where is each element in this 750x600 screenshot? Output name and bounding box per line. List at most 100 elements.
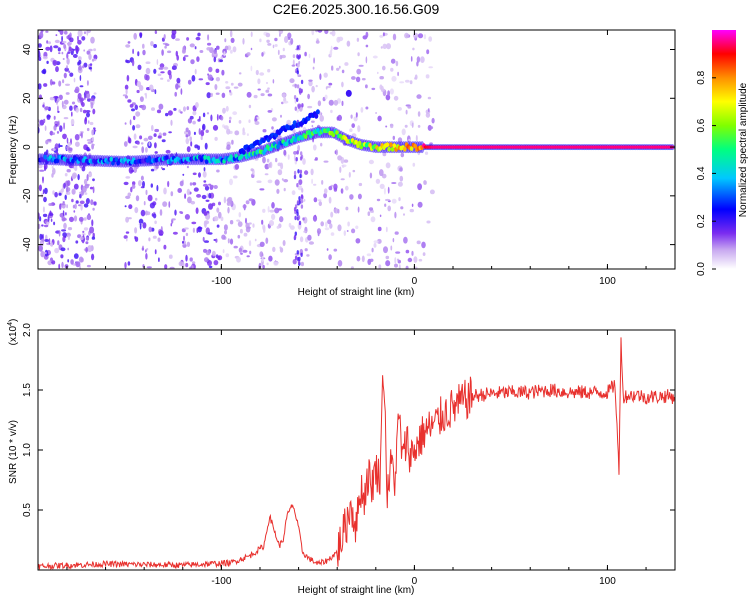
noise-speckle <box>356 37 360 42</box>
noise-speckle <box>223 125 229 130</box>
noise-speckle <box>225 105 229 112</box>
noise-speckle <box>46 221 50 226</box>
noise-speckle <box>202 183 209 187</box>
noise-speckle <box>225 253 230 258</box>
noise-speckle <box>90 97 95 101</box>
noise-speckle <box>54 191 58 198</box>
noise-streak <box>295 157 298 162</box>
noise-streak <box>298 220 302 226</box>
noise-speckle <box>79 200 85 205</box>
noise-speckle <box>272 246 276 253</box>
noise-speckle <box>127 261 131 266</box>
x-tick-label: 100 <box>599 276 616 287</box>
spectrogram-y-label: Frequency (Hz) <box>8 116 19 185</box>
noise-speckle <box>74 134 80 141</box>
noise-speckle <box>333 248 338 252</box>
noise-speckle <box>355 76 361 83</box>
noise-speckle <box>407 105 412 109</box>
noise-speckle <box>67 227 73 231</box>
noise-speckle <box>325 86 328 90</box>
noise-speckle <box>229 89 232 93</box>
noise-speckle <box>313 144 317 151</box>
noise-speckle <box>188 130 191 137</box>
noise-speckle <box>68 147 73 151</box>
noise-speckle <box>71 198 74 203</box>
noise-speckle <box>195 102 199 108</box>
noise-speckle <box>69 46 72 52</box>
track-core <box>109 156 113 162</box>
noise-speckle <box>311 120 315 123</box>
noise-speckle <box>334 150 337 155</box>
noise-speckle <box>184 54 189 58</box>
noise-speckle <box>267 206 270 213</box>
x-tick-label: -100 <box>211 576 231 587</box>
noise-speckle <box>186 241 191 247</box>
noise-speckle <box>66 35 70 40</box>
noise-speckle <box>199 50 204 53</box>
noise-speckle <box>136 141 140 145</box>
track-core <box>385 142 390 148</box>
noise-speckle <box>60 203 66 206</box>
noise-speckle <box>213 185 218 189</box>
noise-speckle <box>151 107 155 111</box>
noise-speckle <box>83 178 88 185</box>
noise-speckle <box>82 240 85 244</box>
noise-speckle <box>417 33 424 39</box>
noise-speckle <box>124 262 127 269</box>
noise-speckle <box>323 72 328 78</box>
noise-speckle <box>210 184 214 188</box>
noise-speckle <box>42 189 45 195</box>
noise-speckle <box>85 241 89 245</box>
noise-speckle <box>91 219 94 227</box>
noise-speckle <box>346 230 349 232</box>
noise-speckle <box>243 232 248 237</box>
noise-speckle <box>90 102 94 109</box>
noise-speckle <box>73 77 76 83</box>
noise-speckle <box>278 30 284 35</box>
noise-speckle <box>360 107 364 113</box>
noise-speckle <box>302 158 306 165</box>
noise-speckle <box>375 178 381 184</box>
noise-speckle <box>425 74 430 79</box>
noise-speckle <box>63 182 66 189</box>
noise-speckle <box>274 44 278 47</box>
noise-speckle <box>328 99 334 106</box>
noise-speckle <box>39 169 45 172</box>
noise-speckle <box>150 168 155 172</box>
noise-speckle <box>230 49 233 54</box>
noise-speckle <box>280 114 282 118</box>
noise-speckle <box>139 223 142 230</box>
noise-speckle <box>75 261 81 268</box>
snr-x-ticks: -100 0 100 <box>66 330 647 587</box>
noise-speckle <box>175 83 179 90</box>
noise-speckle <box>405 79 410 83</box>
colorbar: 0.0 0.2 0.4 0.6 0.8 Normalized spectral ampl… <box>696 30 749 276</box>
noise-speckle <box>427 124 432 131</box>
noise-speckle <box>78 256 84 263</box>
snr-y-multiplier: (x104) <box>7 319 19 346</box>
noise-speckle <box>368 207 374 211</box>
noise-streak <box>297 104 300 110</box>
noise-speckle <box>229 30 233 38</box>
noise-speckle <box>61 51 64 55</box>
noise-speckle <box>218 255 221 260</box>
noise-speckle <box>44 239 49 242</box>
noise-speckle <box>160 66 164 70</box>
noise-speckle <box>65 212 67 216</box>
noise-speckle <box>394 231 399 235</box>
noise-speckle <box>63 122 65 130</box>
noise-speckle <box>92 143 95 146</box>
noise-speckle <box>131 184 136 189</box>
noise-speckle <box>73 210 76 213</box>
noise-speckle <box>324 227 330 231</box>
colorbar-tick-label: 0.0 <box>696 262 707 276</box>
noise-speckle <box>341 81 344 88</box>
noise-speckle <box>257 78 261 85</box>
noise-speckle <box>379 84 383 90</box>
noise-speckle <box>323 160 329 163</box>
noise-streak <box>294 255 298 261</box>
noise-speckle <box>67 51 71 54</box>
noise-speckle <box>185 232 189 237</box>
noise-speckle <box>357 52 360 57</box>
noise-speckle <box>58 52 61 55</box>
